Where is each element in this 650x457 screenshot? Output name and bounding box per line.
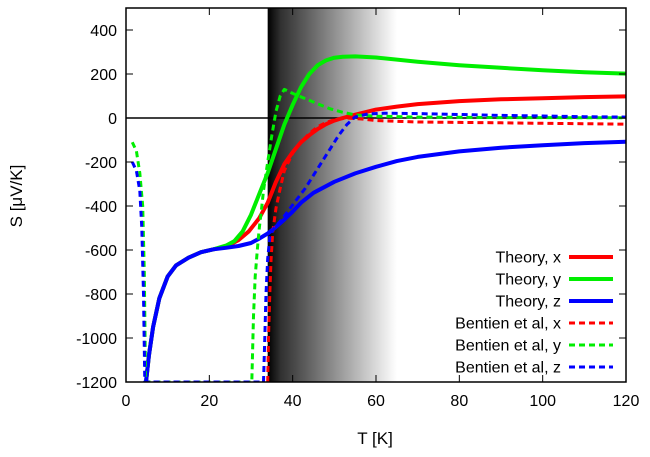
- legend-label-6: Bentien et al, z: [455, 360, 561, 377]
- legend-label-3: Theory, z: [496, 294, 562, 311]
- shaded-region: [267, 8, 397, 382]
- y-tick-label: -1000: [76, 331, 117, 348]
- series-line-5: [130, 87, 626, 382]
- x-tick-label: 120: [613, 393, 640, 410]
- y-tick-label: -200: [85, 155, 117, 172]
- y-axis-label: S [μV/K]: [7, 165, 26, 228]
- y-tick-label: -1200: [76, 375, 117, 392]
- x-tick-label: 0: [122, 393, 131, 410]
- series-line-4: [266, 116, 626, 382]
- x-tick-label: 20: [200, 393, 218, 410]
- series-line-6: [130, 111, 626, 382]
- x-axis-label: T [K]: [357, 429, 393, 448]
- legend-label-4: Bentien et al, x: [455, 316, 561, 333]
- y-tick-label: -600: [85, 243, 117, 260]
- legend-label-5: Bentien et al, y: [455, 338, 561, 355]
- y-tick-label: -400: [85, 199, 117, 216]
- y-tick-label: 0: [108, 111, 117, 128]
- y-tick-label: -800: [85, 287, 117, 304]
- x-tick-label: 40: [284, 393, 302, 410]
- legend-label-1: Theory, x: [496, 250, 562, 267]
- series-line-3: [144, 139, 626, 382]
- y-tick-label: 400: [90, 23, 117, 40]
- y-tick-label: 200: [90, 67, 117, 84]
- x-tick-label: 60: [367, 393, 385, 410]
- x-tick-label: 80: [450, 393, 468, 410]
- x-tick-label: 100: [529, 393, 556, 410]
- legend-label-2: Theory, y: [496, 272, 562, 289]
